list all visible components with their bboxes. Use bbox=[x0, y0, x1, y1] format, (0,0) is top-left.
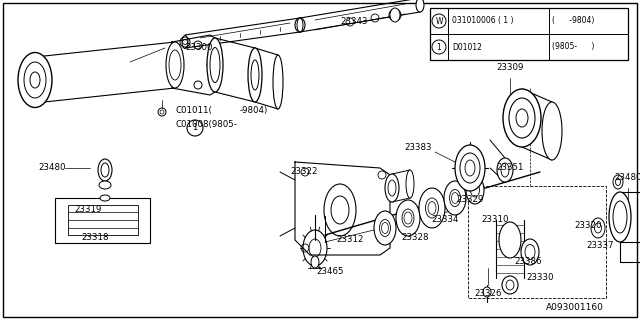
Text: 1: 1 bbox=[436, 43, 442, 52]
Ellipse shape bbox=[295, 18, 305, 32]
Ellipse shape bbox=[444, 181, 466, 215]
Text: D01012: D01012 bbox=[452, 43, 482, 52]
Ellipse shape bbox=[406, 170, 414, 198]
Ellipse shape bbox=[499, 222, 521, 258]
Ellipse shape bbox=[609, 192, 631, 242]
Ellipse shape bbox=[273, 55, 283, 109]
Text: W: W bbox=[435, 17, 443, 26]
Ellipse shape bbox=[385, 174, 399, 202]
Ellipse shape bbox=[248, 48, 262, 102]
Bar bbox=[55, 198, 150, 243]
Text: 23386: 23386 bbox=[515, 258, 541, 267]
Ellipse shape bbox=[18, 52, 52, 108]
Ellipse shape bbox=[466, 176, 484, 204]
Text: 23330: 23330 bbox=[526, 274, 554, 283]
Ellipse shape bbox=[98, 159, 112, 181]
Bar bbox=[68, 205, 138, 235]
Ellipse shape bbox=[374, 211, 396, 245]
Polygon shape bbox=[295, 162, 390, 255]
Text: C01011(: C01011( bbox=[175, 106, 212, 115]
Text: 23326: 23326 bbox=[474, 290, 502, 299]
Ellipse shape bbox=[396, 200, 420, 236]
Text: -9804): -9804) bbox=[240, 106, 268, 115]
Text: 23310: 23310 bbox=[481, 215, 509, 225]
Ellipse shape bbox=[521, 239, 539, 265]
Ellipse shape bbox=[503, 89, 541, 147]
Text: (      -9804): ( -9804) bbox=[552, 17, 594, 26]
Ellipse shape bbox=[99, 181, 111, 189]
Ellipse shape bbox=[166, 42, 184, 88]
Text: 23328: 23328 bbox=[401, 234, 429, 243]
Ellipse shape bbox=[390, 8, 400, 22]
Ellipse shape bbox=[419, 188, 445, 228]
Text: 23465: 23465 bbox=[316, 268, 344, 276]
Text: 23320: 23320 bbox=[574, 221, 602, 230]
Text: (9805-      ): (9805- ) bbox=[552, 43, 594, 52]
Text: 23383: 23383 bbox=[404, 143, 432, 153]
Text: 23309: 23309 bbox=[496, 63, 524, 73]
Ellipse shape bbox=[483, 287, 491, 297]
Text: 23343: 23343 bbox=[340, 18, 367, 27]
Text: 23300: 23300 bbox=[185, 44, 212, 52]
Bar bbox=[468, 186, 606, 298]
Text: 23329: 23329 bbox=[456, 196, 484, 204]
Text: A093001160: A093001160 bbox=[546, 303, 604, 313]
Ellipse shape bbox=[497, 158, 513, 182]
Text: 23351: 23351 bbox=[496, 164, 524, 172]
Polygon shape bbox=[172, 35, 215, 95]
Ellipse shape bbox=[591, 218, 605, 238]
Ellipse shape bbox=[207, 38, 223, 92]
Ellipse shape bbox=[455, 145, 485, 191]
Ellipse shape bbox=[613, 175, 623, 189]
Text: 23318: 23318 bbox=[81, 234, 109, 243]
Text: 23322: 23322 bbox=[290, 167, 317, 177]
Text: 1: 1 bbox=[193, 124, 198, 132]
Ellipse shape bbox=[100, 195, 110, 201]
Text: 23337: 23337 bbox=[586, 242, 614, 251]
Text: 23319: 23319 bbox=[74, 205, 102, 214]
Ellipse shape bbox=[416, 0, 424, 12]
Text: 23480: 23480 bbox=[38, 164, 65, 172]
Text: 031010006 ( 1 ): 031010006 ( 1 ) bbox=[452, 17, 513, 26]
Ellipse shape bbox=[542, 102, 562, 160]
Text: C01008(9805-: C01008(9805- bbox=[175, 119, 237, 129]
Text: 23334: 23334 bbox=[431, 215, 459, 225]
Text: 23480: 23480 bbox=[614, 173, 640, 182]
Text: 23312: 23312 bbox=[336, 236, 364, 244]
Ellipse shape bbox=[502, 276, 518, 294]
Ellipse shape bbox=[311, 256, 319, 268]
Bar bbox=[430, 8, 628, 60]
